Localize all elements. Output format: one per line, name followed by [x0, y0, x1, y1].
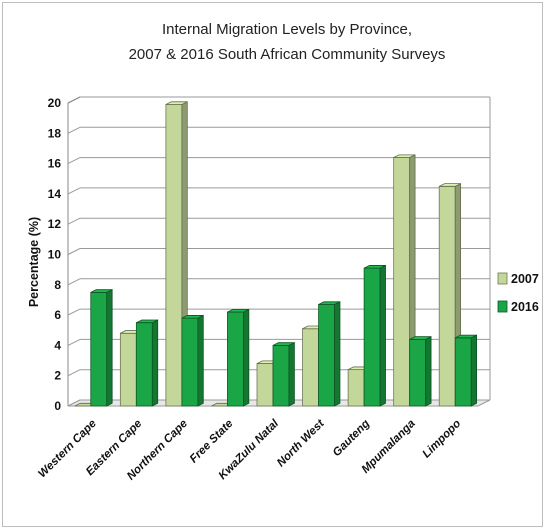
- gridline-side: [67, 338, 81, 346]
- legend-swatch: [497, 272, 508, 285]
- y-tick-label: 6: [54, 308, 61, 322]
- bar-top: [272, 342, 295, 346]
- bar-side: [243, 308, 250, 407]
- legend-label: 2007: [511, 272, 539, 286]
- y-tick-label: 2: [54, 369, 61, 383]
- gridline-side: [67, 308, 81, 316]
- bar: [318, 301, 341, 407]
- bar: [135, 319, 159, 407]
- bar-side: [151, 319, 159, 407]
- y-tick-label: 20: [48, 96, 62, 110]
- bar-top: [90, 289, 113, 293]
- x-category-label: Limpopo: [421, 418, 464, 461]
- bar-front: [438, 185, 456, 407]
- y-tick-label: 0: [54, 399, 61, 413]
- bar: [90, 289, 113, 407]
- bar-front: [363, 267, 381, 407]
- y-tick-label: 18: [48, 126, 62, 140]
- bar-top: [181, 315, 204, 319]
- bar-front: [272, 344, 290, 407]
- y-axis-label: Percentage (%): [27, 217, 41, 307]
- bar-front: [181, 317, 199, 407]
- bar-side: [197, 314, 204, 407]
- y-tick-label: 16: [48, 157, 62, 171]
- gridline-side: [67, 248, 81, 255]
- bar-top: [409, 336, 432, 340]
- y-tick-label: 12: [48, 217, 62, 231]
- bar-side: [106, 289, 113, 407]
- bar-top: [136, 319, 158, 324]
- bar-front: [165, 104, 183, 407]
- bar-top: [455, 334, 477, 339]
- bar-front: [454, 337, 472, 407]
- y-tick-label: 10: [48, 248, 62, 262]
- bar-top: [393, 154, 416, 158]
- bar-top: [227, 308, 250, 313]
- legend: 2007 2016: [497, 272, 539, 314]
- bar: [181, 314, 204, 407]
- chart-title-line1: Internal Migration Levels by Province,: [162, 21, 412, 38]
- y-tick-labels: 0 2 4 6 8 10 12 14 16 18 20: [48, 96, 62, 413]
- bar-top: [363, 265, 386, 269]
- bar-front: [119, 332, 137, 407]
- bar-top: [439, 183, 461, 187]
- x-category-label: Free State: [188, 417, 236, 465]
- bar-front: [318, 304, 335, 407]
- gridline-side: [67, 157, 81, 165]
- x-category-label: North West: [275, 417, 328, 470]
- bar-side: [379, 264, 386, 407]
- legend-entry: 2016: [497, 300, 539, 314]
- bar-front: [302, 328, 319, 407]
- gridline-side: [67, 126, 81, 134]
- y-tick-label: 14: [48, 187, 62, 201]
- bar-front: [227, 311, 244, 407]
- y-tick-label: 4: [54, 338, 61, 352]
- bar-front: [409, 338, 427, 407]
- bar-front: [393, 157, 411, 407]
- bar-top: [318, 301, 341, 305]
- legend-entry: 2007: [497, 272, 539, 286]
- bar-front: [135, 322, 153, 407]
- bar-side: [334, 301, 341, 407]
- bar: [272, 342, 295, 407]
- bars: [74, 101, 478, 407]
- gridline-side: [67, 187, 81, 195]
- bar: [363, 264, 386, 407]
- legend-label: 2016: [511, 300, 539, 314]
- bar-side: [470, 334, 478, 407]
- bar-front: [256, 363, 274, 407]
- bar-side: [288, 342, 295, 407]
- bar: [454, 334, 478, 407]
- bar-front: [90, 291, 108, 407]
- gridline-side: [67, 369, 81, 377]
- gridline-side: [67, 278, 81, 286]
- legend-swatch: [497, 300, 508, 313]
- bar-top: [165, 101, 188, 105]
- bar: [227, 308, 250, 407]
- side-wall-top: [67, 96, 81, 104]
- bar: [409, 335, 432, 407]
- x-category-label: Gauteng: [331, 418, 372, 459]
- y-tick-label: 8: [54, 278, 61, 292]
- bar-front: [347, 369, 365, 407]
- gridline-side: [67, 217, 81, 225]
- chart-title-line2: 2007 & 2016 South African Community Surv…: [129, 46, 446, 63]
- bar-side: [425, 335, 432, 407]
